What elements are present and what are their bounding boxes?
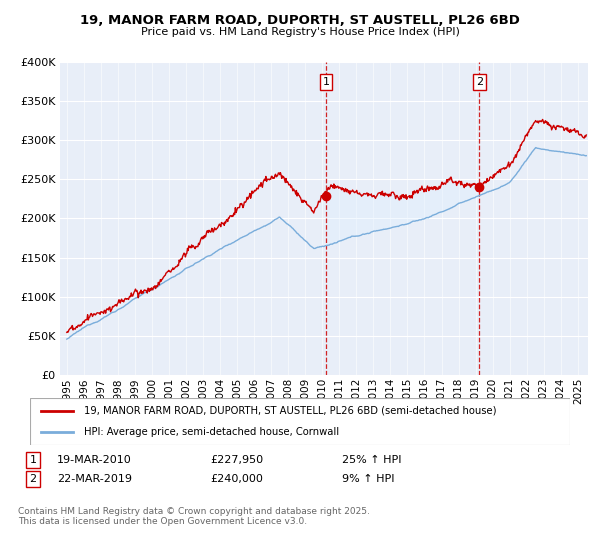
Text: £227,950: £227,950 (210, 455, 263, 465)
Text: Contains HM Land Registry data © Crown copyright and database right 2025.
This d: Contains HM Land Registry data © Crown c… (18, 507, 370, 526)
Text: HPI: Average price, semi-detached house, Cornwall: HPI: Average price, semi-detached house,… (84, 427, 339, 437)
Text: £240,000: £240,000 (210, 474, 263, 484)
Text: 19, MANOR FARM ROAD, DUPORTH, ST AUSTELL, PL26 6BD: 19, MANOR FARM ROAD, DUPORTH, ST AUSTELL… (80, 14, 520, 27)
Text: 2: 2 (29, 474, 37, 484)
Text: 19, MANOR FARM ROAD, DUPORTH, ST AUSTELL, PL26 6BD (semi-detached house): 19, MANOR FARM ROAD, DUPORTH, ST AUSTELL… (84, 406, 497, 416)
FancyBboxPatch shape (30, 398, 570, 445)
Text: 9% ↑ HPI: 9% ↑ HPI (342, 474, 395, 484)
Text: 1: 1 (29, 455, 37, 465)
Text: 25% ↑ HPI: 25% ↑ HPI (342, 455, 401, 465)
Text: 22-MAR-2019: 22-MAR-2019 (57, 474, 132, 484)
Text: 1: 1 (323, 77, 329, 87)
Text: 19-MAR-2010: 19-MAR-2010 (57, 455, 132, 465)
Text: 2: 2 (476, 77, 483, 87)
Text: Price paid vs. HM Land Registry's House Price Index (HPI): Price paid vs. HM Land Registry's House … (140, 27, 460, 37)
